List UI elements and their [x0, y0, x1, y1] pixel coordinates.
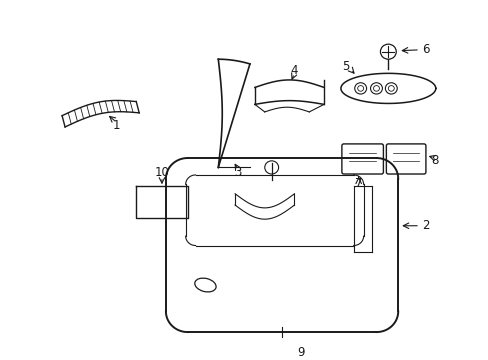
Text: 3: 3 [234, 166, 241, 179]
Text: 5: 5 [342, 60, 349, 73]
Text: 8: 8 [430, 154, 438, 167]
Text: 6: 6 [421, 43, 429, 56]
Text: 1: 1 [113, 118, 120, 132]
Text: 10: 10 [154, 166, 169, 179]
Text: 4: 4 [290, 64, 298, 77]
Text: 7: 7 [354, 177, 362, 190]
Text: 2: 2 [421, 219, 429, 232]
Text: 9: 9 [297, 346, 305, 359]
